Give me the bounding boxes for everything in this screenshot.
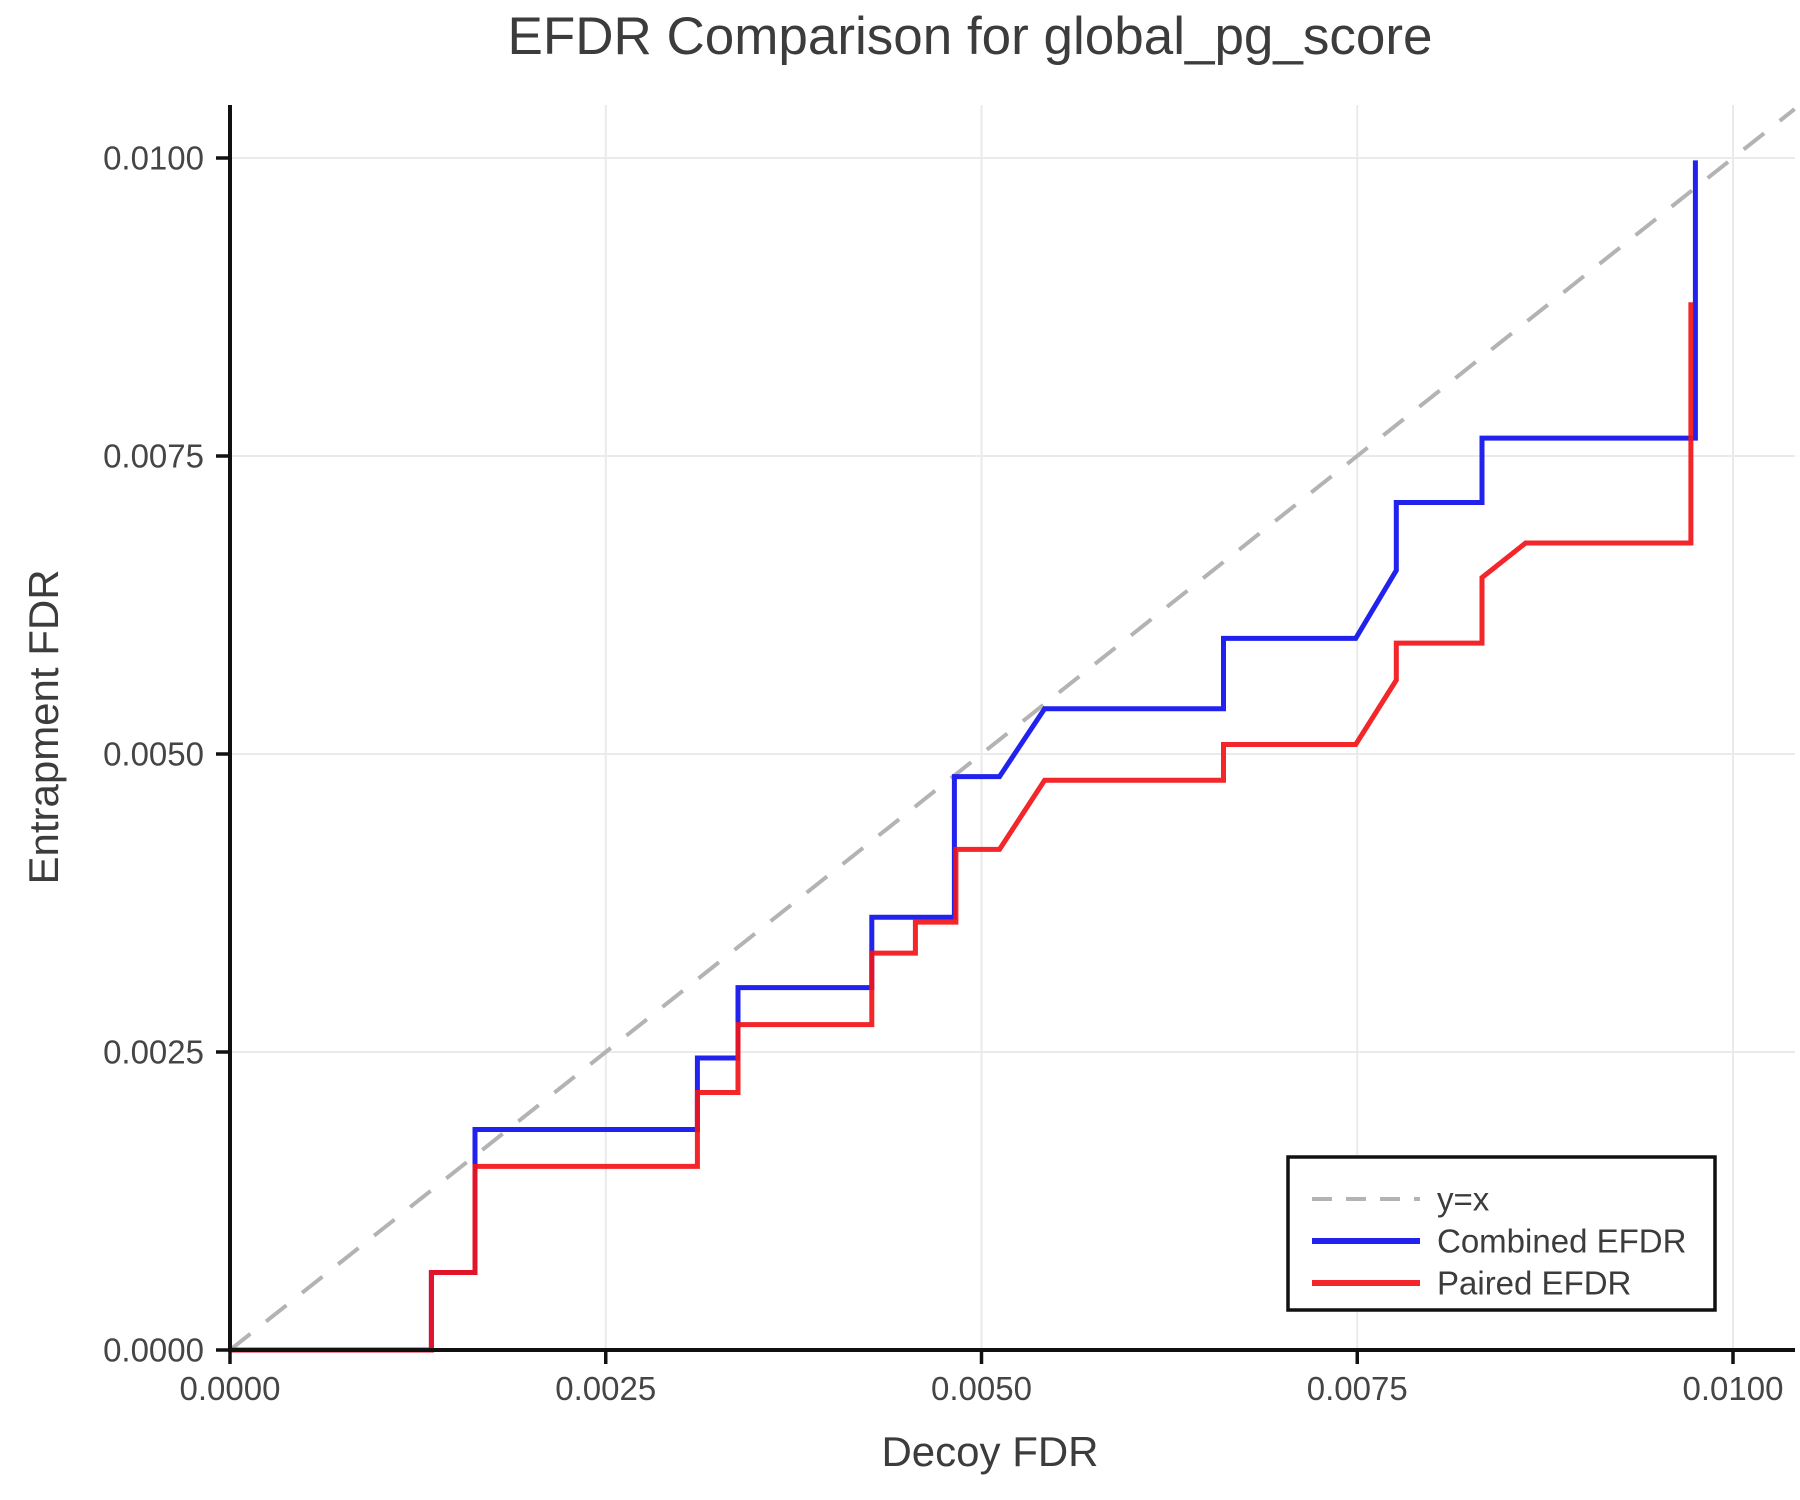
x-tick-label-0.0100: 0.0100	[1683, 1370, 1784, 1407]
x-tick-label-0.0025: 0.0025	[555, 1370, 656, 1407]
y-x-line	[228, 107, 1796, 1352]
x-axis-label: Decoy FDR	[881, 1428, 1099, 1475]
paired-efdr-line	[230, 302, 1694, 1353]
legend-label-paired-efdr: Paired EFDR	[1437, 1265, 1631, 1302]
y-tick-label-0.0100: 0.0100	[103, 140, 204, 177]
legend-label-y-x: y=x	[1437, 1181, 1490, 1218]
y-tick-label-0.0075: 0.0075	[103, 438, 204, 475]
legend-label-combined-efdr: Combined EFDR	[1437, 1223, 1686, 1260]
chart-title: EFDR Comparison for global_pg_score	[507, 7, 1433, 66]
y-tick-label-0.0050: 0.0050	[103, 736, 204, 773]
x-tick-label-0.0075: 0.0075	[1307, 1370, 1408, 1407]
y-tick-label-0.0025: 0.0025	[103, 1034, 204, 1071]
y-tick-label-0.0000: 0.0000	[103, 1332, 204, 1369]
x-tick-label-0.0000: 0.0000	[180, 1370, 281, 1407]
x-tick-label-0.0050: 0.0050	[931, 1370, 1032, 1407]
y-axis-label: Entrapment FDR	[20, 569, 67, 885]
